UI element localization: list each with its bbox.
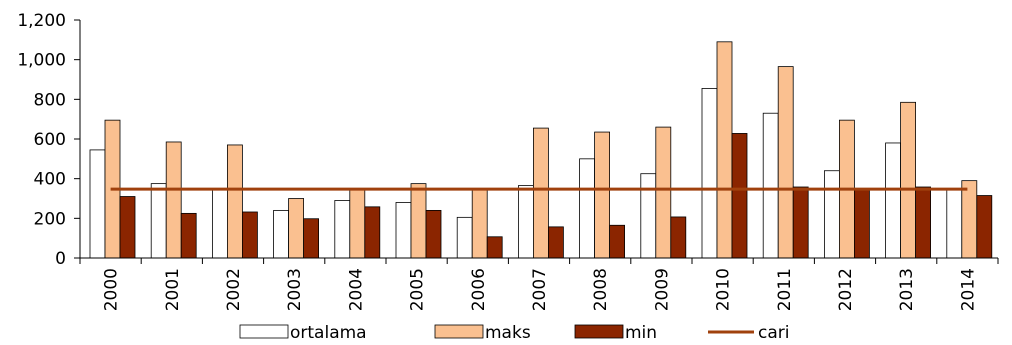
bar-maks-2004 [349, 188, 366, 259]
x-tick-label: 2011 [775, 268, 795, 311]
bar-maks-2013 [900, 101, 916, 259]
bar-min-2005 [425, 209, 442, 259]
bar-maks-2011 [777, 66, 794, 259]
bar-min-2001 [180, 212, 197, 259]
x-tick-label: 2014 [958, 268, 978, 311]
legend-label-ortalama: ortalama [290, 323, 367, 343]
bar-ortalama-2006 [456, 216, 473, 259]
bar-ortalama-2011 [762, 112, 779, 259]
x-tick-label: 2000 [102, 268, 122, 311]
bar-min-2014 [976, 195, 993, 259]
bar-min-2010 [731, 133, 748, 259]
bar-min-2007 [548, 226, 564, 259]
x-tick-label: 2003 [285, 268, 305, 311]
y-axis: 0 200 400 600 800 1,000 1,200 [17, 11, 81, 269]
legend-swatch-min [574, 324, 624, 339]
bar-ortalama-2007 [518, 185, 534, 259]
bar-min-2012 [854, 189, 870, 259]
bar-min-2009 [670, 216, 687, 259]
bar-maks-2006 [471, 189, 488, 259]
legend-label-cari: cari [758, 323, 789, 343]
bar-maks-2014 [961, 180, 978, 259]
x-tick-label: 2009 [652, 268, 672, 311]
y-tick-label: 800 [34, 90, 66, 110]
x-tick-label: 2010 [714, 268, 734, 311]
legend-label-min: min [625, 323, 657, 343]
bar-ortalama-2004 [334, 200, 351, 259]
x-tick-label: 2008 [591, 268, 611, 311]
x-axis: 2000 2001 2002 2003 2004 2005 2006 2007 2008 2009… [79, 257, 999, 311]
bar-min-2013 [915, 186, 931, 259]
bar-ortalama-2010 [701, 88, 718, 259]
y-tick-label: 400 [34, 170, 66, 190]
bar-maks-2010 [716, 41, 733, 259]
bar-ortalama-2013 [885, 142, 901, 259]
x-tick-label: 2006 [469, 268, 489, 311]
x-tick-label: 2007 [530, 268, 550, 311]
bar-maks-2003 [288, 198, 305, 259]
bar-maks-2009 [655, 126, 672, 259]
y-tick-label: 0 [55, 249, 66, 269]
bar-ortalama-2008 [579, 158, 595, 259]
y-tick-label: 200 [34, 209, 66, 229]
bar-ortalama-2009 [640, 173, 657, 259]
x-tick-label: 2013 [897, 268, 917, 311]
bar-ortalama-2014 [946, 189, 963, 259]
legend-swatch-maks [434, 324, 484, 339]
x-tick-label: 2005 [408, 268, 428, 311]
x-tick-label: 2012 [836, 268, 856, 311]
bar-maks-2002 [226, 144, 243, 259]
bar-min-2002 [241, 211, 258, 259]
x-tick-label: 2002 [224, 268, 244, 311]
bar-min-2003 [303, 218, 320, 259]
bar-ortalama-2003 [273, 209, 290, 259]
x-tick-label: 2001 [163, 268, 183, 311]
bar-min-2011 [792, 186, 809, 259]
bar-ortalama-2012 [824, 170, 840, 259]
y-tick-label: 600 [34, 130, 66, 150]
legend-label-maks: maks [485, 323, 531, 343]
bar-maks-2007 [533, 127, 549, 259]
bar-min-2008 [609, 224, 625, 259]
bar-min-2006 [486, 236, 503, 259]
bar-ortalama-2001 [150, 183, 167, 259]
bar-min-2000 [119, 196, 136, 259]
bar-ortalama-2005 [395, 202, 412, 259]
x-tick-label: 2004 [346, 268, 366, 311]
bar-ortalama-2000 [89, 149, 106, 259]
y-tick-label: 1,200 [17, 11, 66, 31]
bar-min-2004 [364, 206, 381, 259]
y-tick-label: 1,000 [17, 51, 66, 71]
bar-maks-2001 [165, 141, 182, 259]
legend-swatch-ortalama [239, 324, 289, 339]
legend: ortalama maks min cari [239, 323, 789, 343]
bar-maks-2005 [410, 183, 427, 259]
bars [89, 41, 993, 259]
bar-maks-2008 [594, 131, 610, 259]
bar-ortalama-2002 [211, 189, 228, 259]
